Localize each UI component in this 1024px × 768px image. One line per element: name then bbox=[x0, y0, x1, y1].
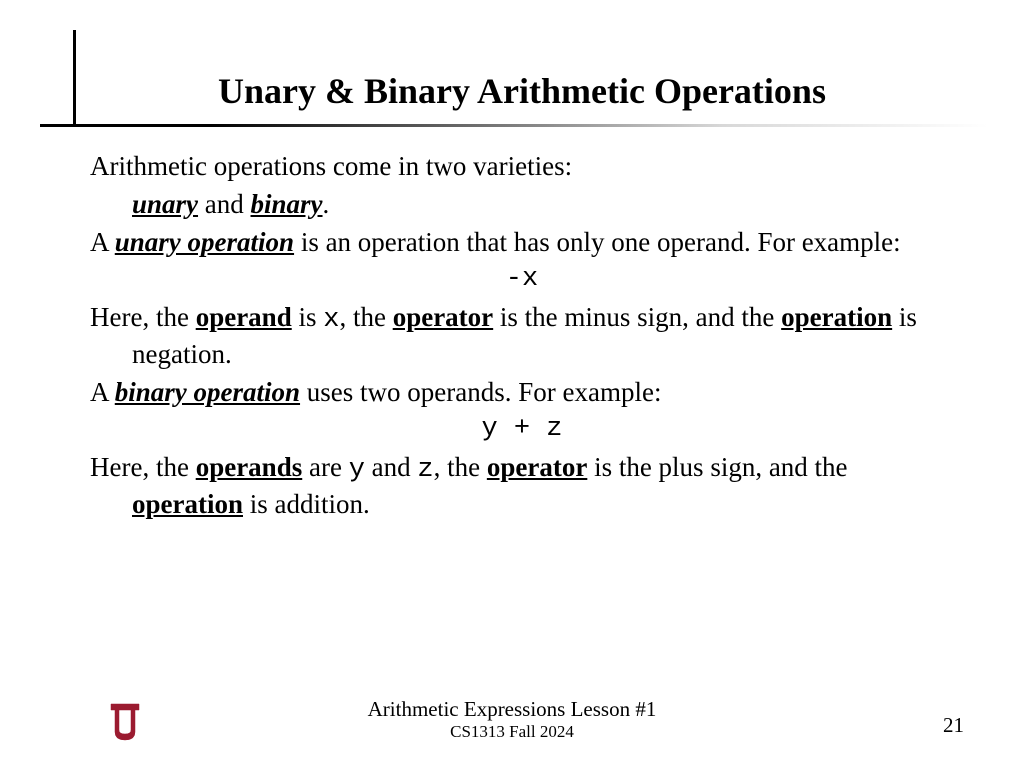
text: and bbox=[198, 189, 250, 219]
university-logo-icon bbox=[105, 700, 145, 742]
title-horizontal-rule bbox=[40, 124, 988, 127]
footer-lesson-title: Arithmetic Expressions Lesson #1 bbox=[0, 697, 1024, 722]
title-vertical-rule bbox=[73, 30, 76, 126]
text: and bbox=[365, 452, 417, 482]
term-operator: operator bbox=[393, 302, 493, 332]
text: Here, the bbox=[90, 452, 196, 482]
text: is the plus sign, and the bbox=[587, 452, 847, 482]
text: A bbox=[90, 227, 115, 257]
slide: Unary & Binary Arithmetic Operations Ari… bbox=[0, 0, 1024, 768]
code-example-unary: -x bbox=[90, 263, 954, 297]
term-operation: operation bbox=[781, 302, 892, 332]
slide-body: Arithmetic operations come in two variet… bbox=[90, 150, 954, 526]
text: , the bbox=[434, 452, 487, 482]
para-unary-def: A unary operation is an operation that h… bbox=[90, 226, 954, 260]
term-unary: unary bbox=[132, 189, 198, 219]
para-binary-def: A binary operation uses two operands. Fo… bbox=[90, 376, 954, 410]
text: are bbox=[302, 452, 348, 482]
text: uses two operands. For example: bbox=[300, 377, 661, 407]
term-unary-operation: unary operation bbox=[115, 227, 294, 257]
title-block: Unary & Binary Arithmetic Operations bbox=[60, 30, 984, 130]
term-operands: operands bbox=[196, 452, 303, 482]
page-number: 21 bbox=[943, 713, 964, 738]
footer-course: CS1313 Fall 2024 bbox=[0, 722, 1024, 742]
para-binary-explain: Here, the operands are y and z, the oper… bbox=[90, 451, 954, 522]
text: is addition. bbox=[243, 489, 370, 519]
code-example-binary: y + z bbox=[90, 413, 954, 447]
term-operator-2: operator bbox=[487, 452, 587, 482]
text: , the bbox=[339, 302, 392, 332]
para-intro: Arithmetic operations come in two variet… bbox=[90, 150, 954, 184]
para-unary-explain: Here, the operand is x, the operator is … bbox=[90, 301, 954, 372]
term-binary: binary bbox=[251, 189, 323, 219]
text: Arithmetic operations come in two variet… bbox=[90, 151, 572, 181]
text: is an operation that has only one operan… bbox=[294, 227, 901, 257]
footer-center: Arithmetic Expressions Lesson #1 CS1313 … bbox=[0, 697, 1024, 742]
text: Here, the bbox=[90, 302, 196, 332]
term-operand: operand bbox=[196, 302, 292, 332]
text: . bbox=[323, 189, 330, 219]
slide-footer: Arithmetic Expressions Lesson #1 CS1313 … bbox=[0, 697, 1024, 742]
term-binary-operation: binary operation bbox=[115, 377, 300, 407]
code-z: z bbox=[417, 455, 433, 485]
term-operation-2: operation bbox=[132, 489, 243, 519]
code-x: x bbox=[323, 305, 339, 335]
slide-title: Unary & Binary Arithmetic Operations bbox=[60, 30, 984, 130]
code-y: y bbox=[349, 455, 365, 485]
text: is the minus sign, and the bbox=[493, 302, 781, 332]
para-intro-indent: unary and binary. bbox=[90, 188, 954, 222]
text: is bbox=[292, 302, 324, 332]
text: A bbox=[90, 377, 115, 407]
